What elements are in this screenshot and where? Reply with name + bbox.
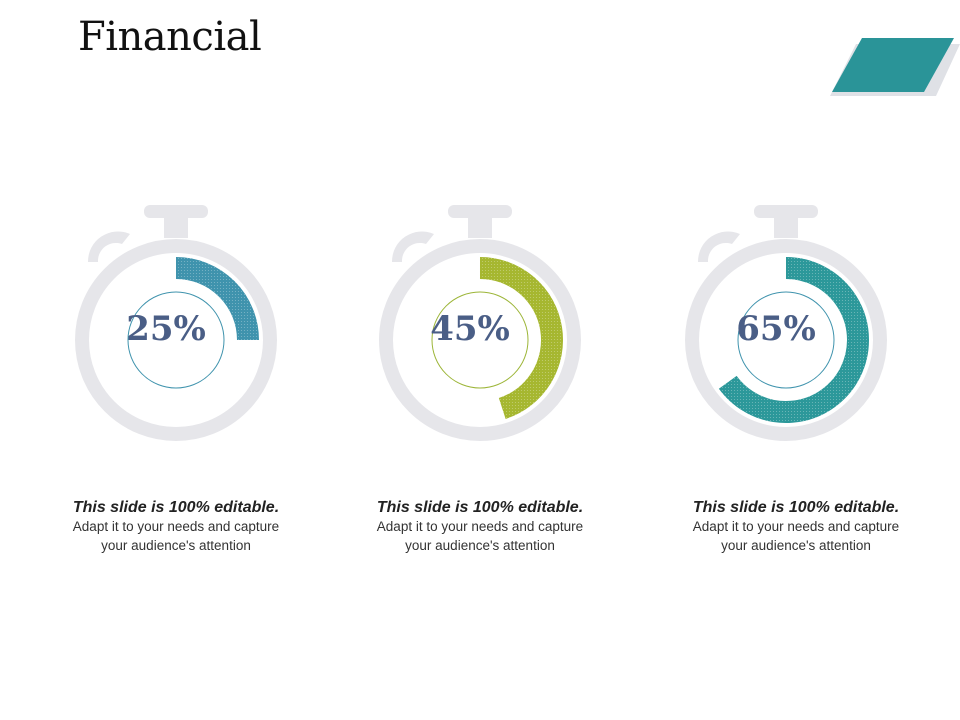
description-text: This slide is 100% editable. Adapt it to… — [370, 498, 590, 555]
stopwatch-graphic — [75, 205, 277, 441]
description-bold: This slide is 100% editable. — [72, 499, 280, 516]
stopwatch-graphic — [379, 205, 581, 441]
stopwatch-ring — [379, 239, 581, 441]
description-bold: This slide is 100% editable. — [376, 499, 584, 516]
stopwatch-side-button — [87, 231, 130, 262]
description-text: This slide is 100% editable. Adapt it to… — [686, 498, 906, 555]
inner-ring — [737, 291, 835, 389]
percentage-label: 65% — [736, 309, 816, 349]
stopwatch-gauge-65: 65% — [676, 200, 896, 450]
percentage-label: 45% — [430, 309, 510, 349]
stopwatch-crown — [448, 205, 512, 218]
description-bold: This slide is 100% editable. — [692, 499, 900, 516]
stopwatch-side-button — [391, 231, 434, 262]
stopwatch-gauge-45: 45% — [370, 200, 590, 450]
stopwatch-graphic — [685, 205, 887, 441]
inner-ring — [127, 291, 225, 389]
stopwatch-crown — [144, 205, 208, 218]
inner-ring — [431, 291, 529, 389]
progress-arc — [479, 257, 564, 419]
description-text: This slide is 100% editable. Adapt it to… — [66, 498, 286, 555]
description-body: Adapt it to your needs and capture your … — [72, 519, 280, 553]
description-body: Adapt it to your needs and capture your … — [692, 519, 900, 553]
progress-arc — [175, 257, 259, 341]
percentage-label: 25% — [126, 309, 206, 349]
corner-parallelogram-decor — [830, 38, 960, 96]
stopwatch-side-button — [697, 231, 740, 262]
stopwatch-stem — [468, 216, 492, 238]
stopwatch-stem — [164, 216, 188, 238]
slide-title: Financial — [78, 14, 262, 60]
stopwatch-ring — [75, 239, 277, 441]
progress-arc — [718, 257, 869, 423]
stopwatch-gauge-25: 25% — [66, 200, 286, 450]
description-body: Adapt it to your needs and capture your … — [376, 519, 584, 553]
stopwatch-ring — [685, 239, 887, 441]
stopwatch-stem — [774, 216, 798, 238]
stopwatch-crown — [754, 205, 818, 218]
